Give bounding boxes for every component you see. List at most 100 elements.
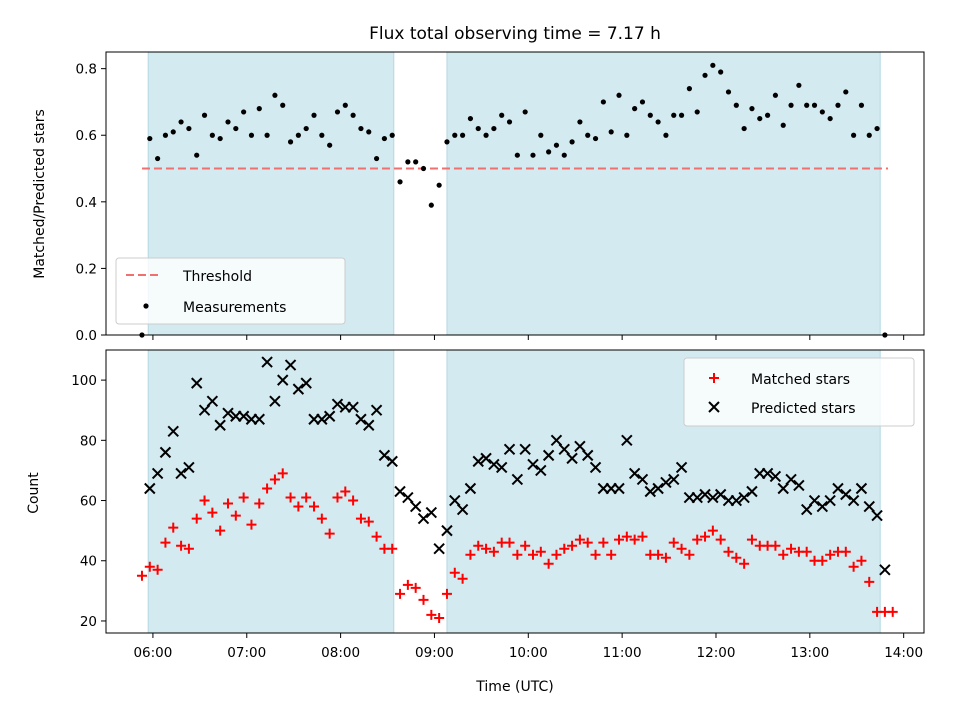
matched-stars-point <box>152 564 163 575</box>
matched-stars-series <box>136 468 898 623</box>
measurement-point <box>585 132 591 138</box>
measurement-point <box>538 132 544 138</box>
matched-stars-point <box>457 573 468 584</box>
predicted-stars-point <box>488 458 500 471</box>
measurement-point <box>460 132 466 138</box>
measurement-point <box>835 102 841 108</box>
legend-measurements-label: Measurements <box>183 300 286 316</box>
predicted-stars-point <box>652 482 664 495</box>
top-axes-frame <box>105 51 925 336</box>
measurements-series <box>139 62 888 338</box>
predicted-stars-point <box>660 476 672 489</box>
matched-stars-point <box>426 609 437 620</box>
predicted-stars-point <box>323 410 336 422</box>
legend-predicted-label: Predicted stars <box>751 401 856 417</box>
legend-matched-swatch <box>709 373 719 383</box>
measurement-point <box>397 179 403 185</box>
measurement-point <box>475 125 481 132</box>
x-tick-label: 09:00 <box>415 645 454 661</box>
predicted-stars-point <box>503 443 516 456</box>
matched-stars-point <box>668 537 679 548</box>
predicted-stars-point <box>191 377 203 389</box>
predicted-stars-point <box>550 434 563 447</box>
measurement-point <box>780 122 786 128</box>
measurement-point <box>655 119 661 125</box>
matched-stars-point <box>715 534 726 545</box>
measurement-point <box>804 102 810 108</box>
measurement-point <box>217 135 223 142</box>
matched-stars-point <box>199 495 210 506</box>
measurement-point <box>686 86 692 92</box>
matched-stars-point <box>614 534 625 545</box>
matched-stars-point <box>504 537 515 548</box>
measurement-point <box>248 132 255 138</box>
bottom-observing-window-1 <box>147 349 395 634</box>
predicted-stars-point <box>456 503 469 516</box>
predicted-stars-point <box>402 491 414 504</box>
bottom-y-tick-label: 80 <box>80 433 97 449</box>
measurement-point <box>373 155 380 162</box>
predicted-stars-point <box>464 482 477 495</box>
predicted-stars-point <box>793 479 805 492</box>
measurement-point <box>796 82 802 88</box>
measurement-point <box>201 112 208 118</box>
measurement-point <box>725 89 732 95</box>
matched-stars-point <box>731 552 742 563</box>
measurement-point <box>499 112 505 118</box>
matched-stars-point <box>535 546 546 557</box>
measurement-point <box>155 155 161 162</box>
predicted-stars-point <box>277 374 289 386</box>
predicted-stars-point <box>449 494 461 507</box>
matched-stars-point <box>660 552 671 563</box>
measurement-point <box>209 132 215 138</box>
matched-stars-point <box>332 492 343 503</box>
predicted-stars-point <box>855 482 868 495</box>
matched-stars-point <box>653 549 664 560</box>
predicted-stars-point <box>472 455 484 468</box>
matched-stars-point <box>191 513 202 524</box>
measurement-point <box>749 106 755 112</box>
measurement-point <box>819 109 825 115</box>
measurement-point <box>194 152 200 158</box>
top-legend-box <box>115 257 346 325</box>
bottom-panel: 20 40 60 80 100 06:00 07:00 08:00 09:00 10:00 11:0… <box>71 349 925 661</box>
matched-stars-point <box>371 531 382 542</box>
measurement-point <box>608 129 614 135</box>
matched-stars-point <box>746 534 757 545</box>
measurement-point <box>413 159 419 165</box>
predicted-stars-point <box>777 482 789 495</box>
predicted-stars-point <box>746 485 758 498</box>
predicted-stars-point <box>636 473 649 486</box>
measurement-point <box>272 92 278 98</box>
measurement-point <box>170 129 176 135</box>
measurement-point <box>287 139 294 145</box>
matched-stars-point <box>387 543 398 554</box>
x-tick-label: 11:00 <box>603 645 642 661</box>
matched-stars-point <box>848 561 859 572</box>
measurement-point <box>577 119 583 125</box>
x-tick-label: 10:00 <box>509 645 548 661</box>
top-y-tick-label: 0.8 <box>76 62 97 78</box>
predicted-stars-point <box>355 413 367 425</box>
measurement-point <box>280 102 286 108</box>
measurement-point <box>428 202 434 208</box>
predicted-stars-series <box>144 356 891 576</box>
measurement-point <box>467 115 474 122</box>
top-y-tick-label: 0.4 <box>76 195 97 211</box>
predicted-stars-point <box>769 470 782 483</box>
legend-predicted-swatch <box>708 401 720 413</box>
predicted-stars-point <box>222 407 234 419</box>
predicted-stars-point <box>433 542 445 555</box>
matched-stars-point <box>786 543 797 554</box>
bottom-y-axis-label: Count <box>26 472 42 514</box>
predicted-stars-point <box>331 398 344 410</box>
matched-stars-point <box>309 501 320 512</box>
measurement-point <box>569 139 575 145</box>
matched-stars-point <box>723 546 734 557</box>
matched-stars-point <box>520 540 531 551</box>
predicted-stars-point <box>198 404 211 416</box>
measurement-point <box>733 102 739 108</box>
x-axis-label: Time (UTC) <box>475 679 553 695</box>
measurement-point <box>319 132 325 138</box>
